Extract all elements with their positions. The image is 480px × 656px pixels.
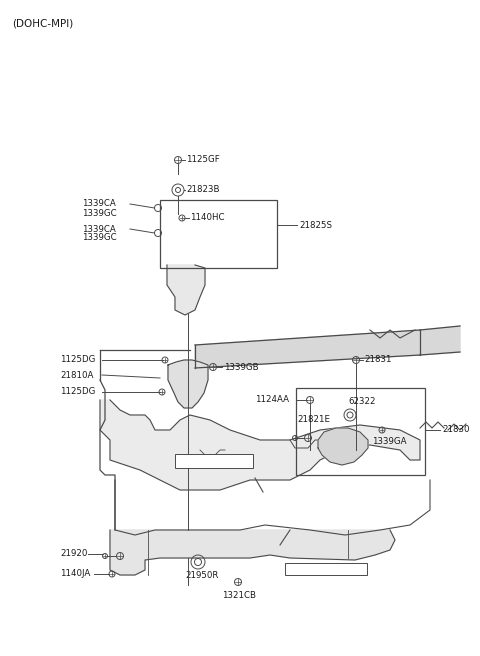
Bar [160,200,277,268]
Text: 21830: 21830 [442,426,469,434]
Text: 21810A: 21810A [60,371,94,380]
Text: REF.60-640: REF.60-640 [304,567,348,575]
Text: 62322: 62322 [348,398,375,407]
Text: 21920: 21920 [60,550,87,558]
Bar [175,454,253,468]
Text: 21823B: 21823B [186,186,219,194]
Polygon shape [167,265,205,315]
Text: 1124AA: 1124AA [255,396,289,405]
Text: (DOHC-MPI): (DOHC-MPI) [12,18,73,28]
Polygon shape [420,326,460,355]
Text: 1339CA: 1339CA [82,224,116,234]
Text: 1140JA: 1140JA [60,569,90,579]
Text: 1339GA: 1339GA [372,438,407,447]
Text: 21821E: 21821E [297,415,330,424]
Text: 1125GF: 1125GF [186,155,220,165]
Text: 1125DG: 1125DG [60,356,96,365]
Text: REF.60-624: REF.60-624 [192,457,236,466]
Text: 1125DG: 1125DG [60,388,96,396]
Bar [296,388,425,475]
Text: 21825S: 21825S [299,220,332,230]
Polygon shape [168,360,208,408]
Polygon shape [100,400,420,490]
Text: 21831: 21831 [364,356,392,365]
Text: 1339GC: 1339GC [82,234,117,243]
Text: 1140HC: 1140HC [190,213,225,222]
Polygon shape [110,530,395,575]
Text: 1339GC: 1339GC [82,209,117,218]
Bar [285,563,367,575]
Polygon shape [318,428,368,465]
Polygon shape [195,330,420,368]
Text: 1339GB: 1339GB [224,363,259,371]
Text: 21950R: 21950R [185,571,218,579]
Text: 1339CA: 1339CA [82,199,116,209]
Text: 1321CB: 1321CB [222,590,256,600]
